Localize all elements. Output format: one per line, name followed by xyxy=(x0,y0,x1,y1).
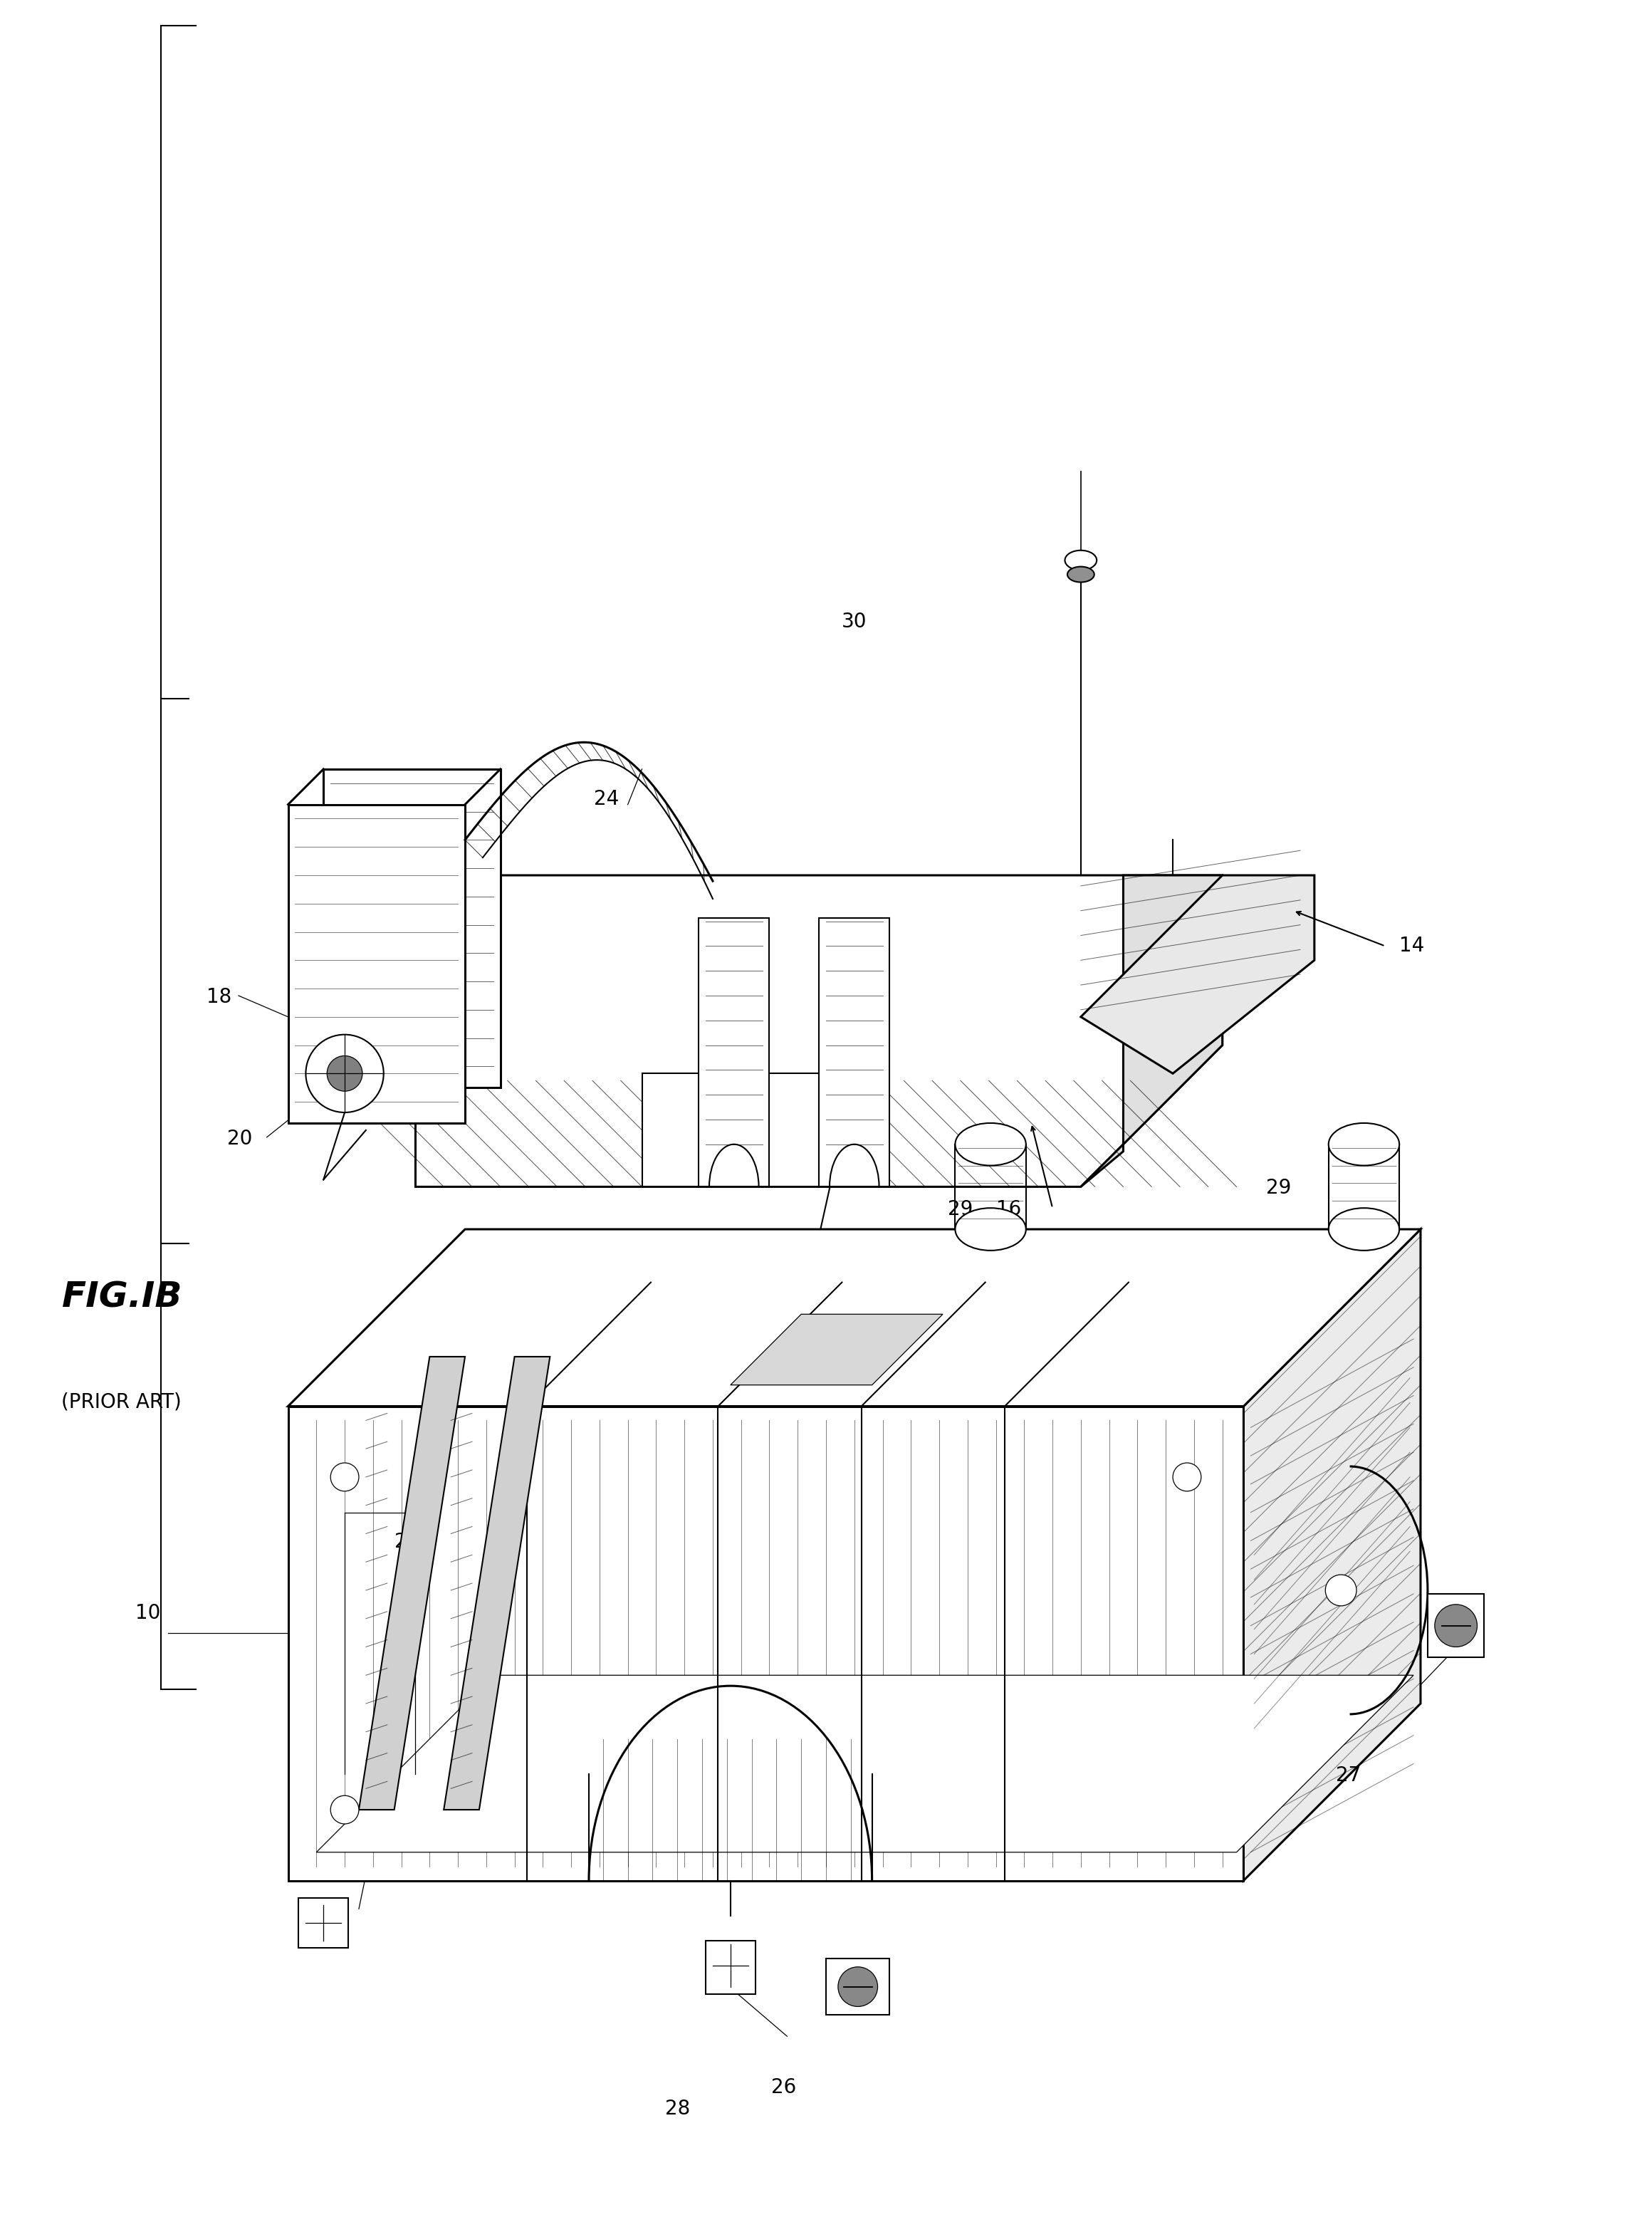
Polygon shape xyxy=(444,1356,550,1811)
Polygon shape xyxy=(358,1356,464,1811)
Ellipse shape xyxy=(1328,1122,1399,1165)
Text: 14: 14 xyxy=(1399,935,1424,955)
Polygon shape xyxy=(299,1897,349,1949)
Text: 28: 28 xyxy=(395,1532,420,1552)
Polygon shape xyxy=(699,918,770,1187)
Circle shape xyxy=(1173,1463,1201,1492)
Text: FIG.IB: FIG.IB xyxy=(61,1281,182,1314)
Ellipse shape xyxy=(955,1122,1026,1165)
Circle shape xyxy=(838,1966,877,2007)
Polygon shape xyxy=(1080,875,1222,1187)
Ellipse shape xyxy=(1067,566,1094,581)
Polygon shape xyxy=(643,1073,819,1187)
Text: 28: 28 xyxy=(664,2098,691,2118)
Circle shape xyxy=(1325,1574,1356,1606)
Polygon shape xyxy=(287,804,464,1122)
Text: 18: 18 xyxy=(206,987,231,1007)
Text: 20: 20 xyxy=(228,1129,253,1149)
Text: 30: 30 xyxy=(841,612,867,632)
Polygon shape xyxy=(1427,1595,1483,1657)
Text: (PRIOR ART): (PRIOR ART) xyxy=(61,1392,182,1412)
Polygon shape xyxy=(324,768,501,1087)
Circle shape xyxy=(306,1036,383,1114)
Text: 10: 10 xyxy=(135,1603,160,1623)
Polygon shape xyxy=(287,1405,1244,1880)
Polygon shape xyxy=(1244,1229,1421,1880)
Polygon shape xyxy=(826,1958,890,2015)
Text: 16: 16 xyxy=(996,1200,1021,1220)
Text: 26: 26 xyxy=(771,2078,796,2098)
Polygon shape xyxy=(415,875,1222,1187)
Text: 27: 27 xyxy=(1335,1766,1361,1786)
Circle shape xyxy=(327,1056,362,1091)
Polygon shape xyxy=(317,1675,1414,1853)
Circle shape xyxy=(1434,1603,1477,1648)
Ellipse shape xyxy=(1328,1207,1399,1252)
Text: 29: 29 xyxy=(1267,1178,1292,1198)
Text: 24: 24 xyxy=(595,788,620,808)
Polygon shape xyxy=(730,1314,943,1385)
Text: 22: 22 xyxy=(677,1227,702,1247)
Ellipse shape xyxy=(1066,550,1097,570)
Text: 29: 29 xyxy=(948,1200,973,1220)
Ellipse shape xyxy=(955,1207,1026,1252)
Polygon shape xyxy=(819,918,890,1187)
Circle shape xyxy=(330,1795,358,1824)
Polygon shape xyxy=(705,1940,755,1993)
Polygon shape xyxy=(287,1229,1421,1405)
Circle shape xyxy=(330,1463,358,1492)
Polygon shape xyxy=(1080,875,1315,1073)
